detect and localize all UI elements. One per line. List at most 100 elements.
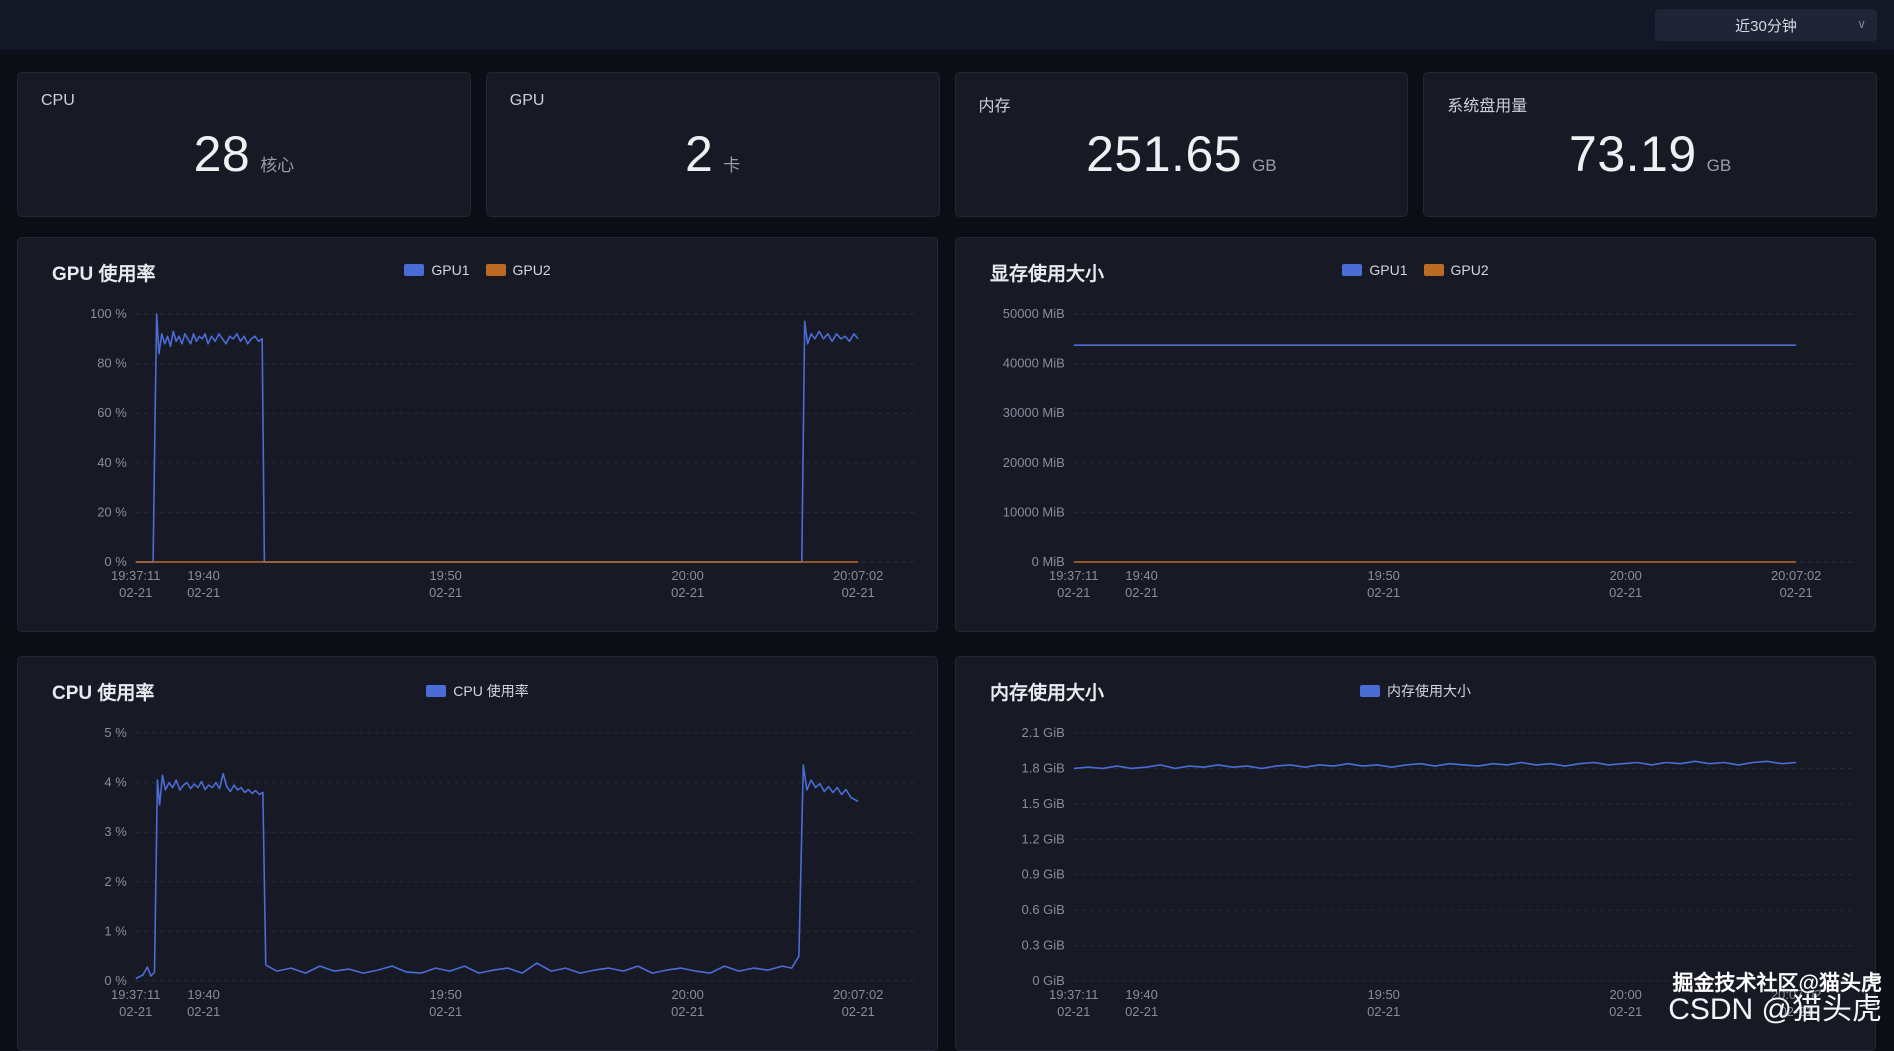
chart-legend: GPU1 GPU2	[18, 258, 937, 278]
x-tick-label: 19:37:11	[111, 568, 160, 583]
x-tick-date: 02-21	[1609, 1004, 1642, 1019]
x-tick-date: 02-21	[1609, 585, 1642, 600]
legend-item[interactable]: CPU 使用率	[426, 681, 529, 701]
legend-label: GPU2	[1450, 262, 1489, 278]
chevron-down-icon: ∨	[1857, 17, 1866, 31]
stat-value: 251.65	[1086, 126, 1243, 182]
x-tick-date: 02-21	[1057, 585, 1090, 600]
y-tick-label: 5 %	[104, 725, 127, 740]
y-tick-label: 0.9 GiB	[1022, 867, 1065, 882]
y-tick-label: 20 %	[97, 504, 127, 519]
gpu-usage-chart[interactable]: 0 % 20 % 40 % 60 % 80 % 100 % 19:37:11 02-21 19:…	[18, 294, 937, 630]
x-tick-date: 02-21	[1780, 585, 1813, 600]
y-tick-label: 40000 MiB	[1003, 356, 1065, 371]
time-range-dropdown[interactable]: 近30分钟 ∨	[1655, 9, 1877, 41]
stat-card-cpu: CPU 28 核心	[17, 72, 471, 217]
cpu-usage-chart[interactable]: 0 % 1 % 2 % 3 % 4 % 5 % 19:37:11 02-21 19:40 02-2…	[18, 713, 937, 1049]
stat-card-memory: 内存 251.65 GB	[954, 72, 1409, 217]
x-tick-label: 19:50	[429, 568, 461, 583]
gpu-memory-chart[interactable]: 0 MiB 10000 MiB 20000 MiB 30000 MiB 40000 Mi…	[956, 294, 1875, 630]
x-tick-date: 02-21	[187, 585, 220, 600]
legend-item[interactable]: GPU1	[404, 262, 470, 278]
y-tick-label: 0.3 GiB	[1022, 938, 1065, 953]
y-tick-label: 4 %	[104, 775, 127, 790]
x-tick-date: 02-21	[1057, 1004, 1090, 1019]
y-tick-label: 3 %	[104, 824, 127, 839]
legend-item[interactable]: GPU2	[485, 262, 551, 278]
chart-title: CPU 使用率	[52, 683, 155, 704]
chart-legend: GPU1 GPU2	[956, 258, 1875, 278]
x-tick-date: 02-21	[1125, 1004, 1158, 1019]
x-tick-date: 02-21	[842, 585, 875, 600]
x-tick-label: 20:07:02	[1771, 568, 1821, 583]
x-tick-date: 02-21	[1780, 1004, 1813, 1019]
y-tick-label: 10000 MiB	[1003, 504, 1065, 519]
y-tick-label: 50000 MiB	[1003, 306, 1065, 321]
x-tick-label: 19:37:11	[1049, 568, 1098, 583]
y-tick-label: 2 %	[104, 874, 127, 889]
y-tick-label: 1 %	[104, 923, 127, 938]
legend-item[interactable]: GPU2	[1423, 262, 1489, 278]
x-tick-label: 19:40	[187, 568, 219, 583]
legend-label: GPU1	[431, 262, 470, 278]
y-tick-label: 100 %	[90, 306, 127, 321]
x-tick-date: 02-21	[187, 1004, 220, 1019]
x-tick-date: 02-21	[842, 1004, 875, 1019]
y-tick-label: 80 %	[97, 356, 127, 371]
x-tick-label: 19:40	[1125, 987, 1157, 1002]
topbar: 近30分钟 ∨	[0, 0, 1894, 50]
x-tick-label: 19:50	[1367, 987, 1399, 1002]
legend-item[interactable]: 内存使用大小	[1360, 681, 1471, 701]
legend-label: GPU1	[1369, 262, 1408, 278]
legend-label: 内存使用大小	[1387, 683, 1471, 699]
chart-title: GPU 使用率	[52, 264, 156, 285]
x-tick-date: 02-21	[1367, 585, 1400, 600]
series-line-GPU1	[135, 313, 859, 563]
y-tick-label: 1.2 GiB	[1022, 831, 1065, 846]
legend-swatch-icon	[426, 685, 447, 697]
y-tick-label: 0 MiB	[1032, 554, 1065, 569]
x-tick-date: 02-21	[119, 585, 152, 600]
x-tick-label: 20:00	[1609, 568, 1641, 583]
x-tick-date: 02-21	[429, 585, 462, 600]
legend-swatch-icon	[1423, 264, 1444, 276]
series-line-CPU	[135, 764, 859, 980]
y-tick-label: 20000 MiB	[1003, 455, 1065, 470]
stat-value: 2	[684, 126, 714, 182]
chart-legend: CPU 使用率	[18, 677, 937, 701]
y-tick-label: 1.5 GiB	[1022, 796, 1065, 811]
stat-label: GPU	[509, 92, 545, 109]
chart-title: 显存使用大小	[990, 264, 1105, 285]
x-tick-label: 20:00	[671, 987, 703, 1002]
chart-legend: 内存使用大小	[956, 677, 1875, 701]
y-tick-label: 0.6 GiB	[1022, 902, 1065, 917]
y-tick-label: 0 GiB	[1032, 973, 1064, 988]
x-tick-label: 20:07:02	[1771, 987, 1821, 1002]
x-tick-label: 19:40	[1125, 568, 1157, 583]
stat-value: 73.19	[1569, 126, 1697, 182]
legend-swatch-icon	[485, 264, 506, 276]
stat-label: CPU	[41, 92, 75, 109]
y-tick-label: 40 %	[97, 455, 127, 470]
x-tick-label: 20:00	[1609, 987, 1641, 1002]
x-tick-date: 02-21	[1125, 585, 1158, 600]
legend-item[interactable]: GPU1	[1342, 262, 1408, 278]
x-tick-label: 20:07:02	[833, 987, 883, 1002]
x-tick-date: 02-21	[671, 585, 704, 600]
legend-swatch-icon	[1342, 264, 1363, 276]
memory-usage-chart[interactable]: 0 GiB 0.3 GiB 0.6 GiB 0.9 GiB 1.2 GiB 1.5 GiB…	[956, 713, 1875, 1049]
gpu-usage-chart-card: GPU 使用率 GPU1 GPU2 0 % 20 % 40 % 60 % 80 % 100 …	[17, 237, 938, 632]
legend-label: CPU 使用率	[453, 683, 529, 699]
stat-unit: GB	[1252, 156, 1277, 175]
x-tick-label: 19:37:11	[1049, 987, 1098, 1002]
x-tick-date: 02-21	[1367, 1004, 1400, 1019]
y-tick-label: 30000 MiB	[1003, 405, 1065, 420]
x-tick-label: 19:37:11	[111, 987, 160, 1002]
stat-value: 28	[193, 126, 251, 182]
memory-usage-chart-card: 内存使用大小 内存使用大小 0 GiB 0.3 GiB 0.6 GiB 0.9 GiB…	[955, 656, 1876, 1051]
series-line-内存	[1073, 760, 1797, 770]
stat-card-system-disk: 系统盘用量 73.19 GB	[1423, 72, 1877, 217]
y-tick-label: 1.8 GiB	[1022, 760, 1065, 775]
